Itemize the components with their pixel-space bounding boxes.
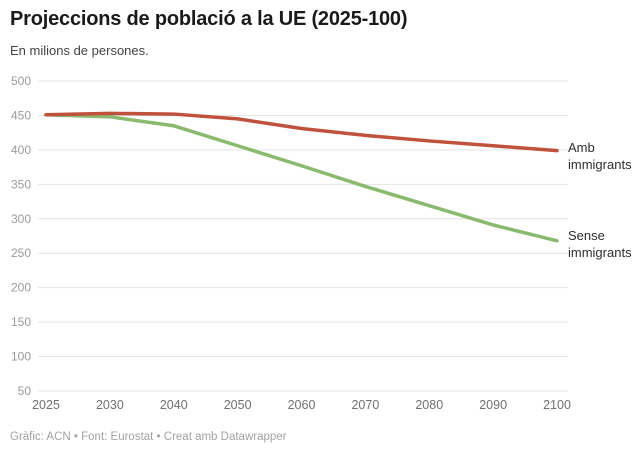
y-tick-label: 100 xyxy=(11,350,31,364)
series-line-amb-immigrants xyxy=(44,111,559,153)
x-tick-label: 2030 xyxy=(96,398,124,412)
y-tick-label: 450 xyxy=(11,108,31,122)
x-tick-label: 2050 xyxy=(224,398,252,412)
y-tick-label: 400 xyxy=(11,143,31,157)
x-tick-label: 2100 xyxy=(543,398,571,412)
series-label-sense-immigrants: Sense immigrants xyxy=(568,228,632,260)
y-tick-label: 300 xyxy=(11,212,31,226)
x-tick-label: 2040 xyxy=(160,398,188,412)
y-tick-label: 50 xyxy=(18,384,32,398)
y-tick-label: 250 xyxy=(11,246,31,260)
series-line-sense-immigrants xyxy=(44,113,559,243)
x-tick-label: 2090 xyxy=(479,398,507,412)
y-tick-label: 150 xyxy=(11,315,31,329)
attribution: Gràfic: ACN • Font: Eurostat • Creat amb… xyxy=(10,431,287,443)
x-tick-label: 2080 xyxy=(415,398,443,412)
series-label-amb-immigrants: Amb immigrants xyxy=(568,140,632,172)
chart-title: Projeccions de població a la UE (2025-10… xyxy=(10,8,408,30)
x-tick-label: 2060 xyxy=(288,398,316,412)
y-tick-label: 200 xyxy=(11,281,31,295)
x-tick-label: 2025 xyxy=(32,398,60,412)
y-tick-label: 350 xyxy=(11,177,31,191)
y-tick-label: 500 xyxy=(11,74,31,88)
chart-subtitle: En milions de persones. xyxy=(10,43,149,58)
x-tick-label: 2070 xyxy=(351,398,379,412)
